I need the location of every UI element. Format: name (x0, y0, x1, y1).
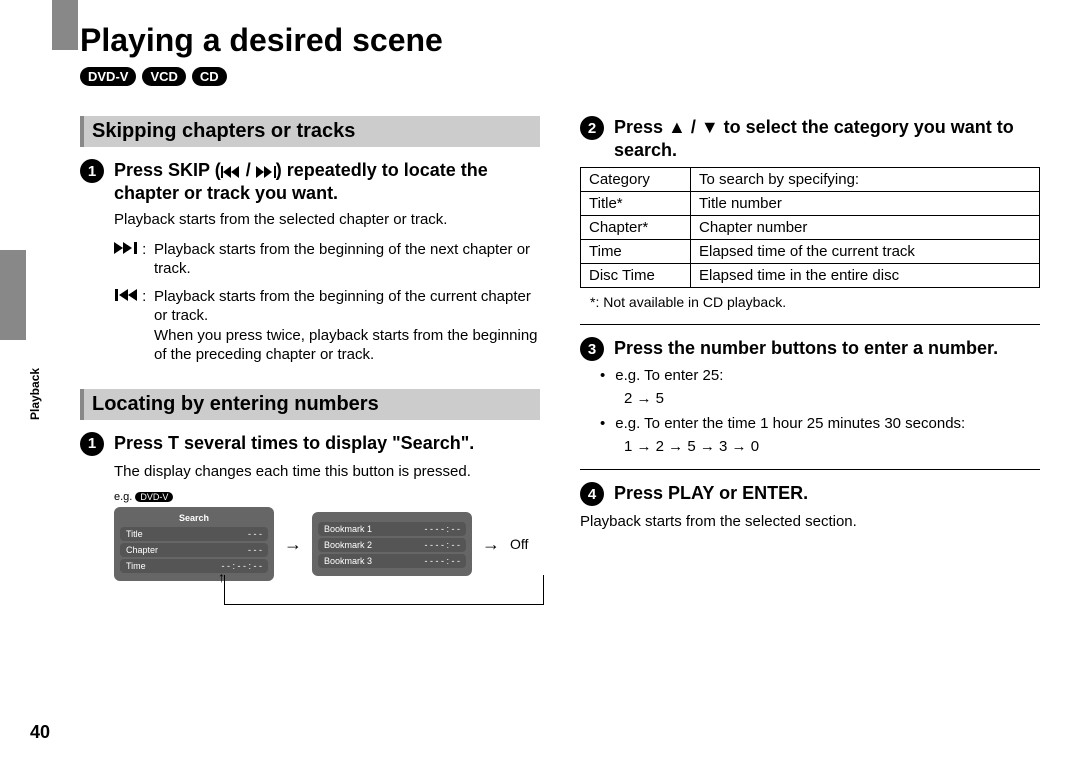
table-cell: Title* (581, 192, 691, 216)
step4-body: Playback starts from the selected sectio… (580, 512, 1040, 532)
skip-step-1: 1 Press SKIP ( / ) repeatedly to locate … (80, 159, 540, 365)
table-cell: Title number (691, 192, 1040, 216)
table-cell: Time (581, 240, 691, 264)
table-header-cell: Category (581, 168, 691, 192)
left-column: Skipping chapters or tracks 1 Press SKIP… (80, 116, 540, 595)
step3-title: Press the number buttons to enter a numb… (614, 337, 998, 360)
eg-label: e.g. (114, 491, 132, 503)
locate-step-2: 2 Press ▲ / ▼ to select the category you… (580, 116, 1040, 310)
step-number-icon: 4 (580, 482, 604, 506)
osd-row-val: - - - - : - - (425, 524, 461, 534)
arrow-right-icon: → (284, 534, 302, 555)
skip-step1-body: Playback starts from the selected chapte… (114, 210, 540, 230)
skip-back-icon: : (114, 287, 154, 365)
eg1-label: e.g. To enter 25: (615, 367, 723, 384)
badge-vcd: VCD (142, 67, 185, 86)
loop-arrow (224, 575, 544, 605)
osd-row-key: Time (126, 561, 146, 571)
osd-row-key: Bookmark 1 (324, 524, 372, 534)
skip-step1-title: Press SKIP ( / ) repeatedly to locate th… (114, 159, 540, 204)
badge-dvd-v: DVD-V (80, 67, 136, 86)
osd-title: Search (120, 513, 268, 523)
right-column: 2 Press ▲ / ▼ to select the category you… (580, 116, 1040, 595)
bullet-icon (600, 367, 609, 384)
up-arrow-icon: ↑ (218, 569, 225, 585)
table-cell: Elapsed time in the entire disc (691, 264, 1040, 288)
side-tab-decor (0, 250, 26, 340)
table-cell: Disc Time (581, 264, 691, 288)
table-cell: Chapter* (581, 216, 691, 240)
bullet-icon (600, 415, 609, 432)
osd-row-val: - - - (248, 545, 262, 555)
table-cell: Chapter number (691, 216, 1040, 240)
section-heading-skip: Skipping chapters or tracks (80, 116, 540, 147)
osd-row-key: Bookmark 3 (324, 556, 372, 566)
osd-row-val: - - - - : - - (425, 556, 461, 566)
arrow-right-icon: → (482, 534, 500, 555)
eg-badge: DVD-V (135, 492, 173, 502)
forward-desc: Playback starts from the beginning of th… (154, 240, 540, 279)
osd-row-key: Title (126, 529, 143, 539)
page-number: 40 (30, 722, 50, 743)
skip-forward-icon (256, 160, 276, 180)
table-footnote: *: Not available in CD playback. (590, 294, 1040, 310)
locate-step-1: 1 Press T several times to display "Sear… (80, 432, 540, 582)
skip-forward-icon: : (114, 240, 154, 279)
divider (580, 469, 1040, 470)
locate-step1-body: The display changes each time this butto… (114, 462, 540, 482)
osd-row-val: - - - (248, 529, 262, 539)
osd-bookmark-panel: Bookmark 1 - - - - : - - Bookmark 2 - - - … (312, 512, 472, 576)
title-prefix: Press SKIP ( (114, 160, 221, 180)
off-label: Off (510, 536, 528, 552)
side-section-label: Playback (28, 368, 42, 420)
step-number-icon: 1 (80, 432, 104, 456)
step2-title: Press ▲ / ▼ to select the category you w… (614, 116, 1040, 161)
osd-row-key: Chapter (126, 545, 158, 555)
osd-row-key: Bookmark 2 (324, 540, 372, 550)
step-number-icon: 3 (580, 337, 604, 361)
back-desc-2: When you press twice, playback starts fr… (154, 326, 540, 365)
step4-title: Press PLAY or ENTER. (614, 482, 808, 505)
skip-back-icon (221, 160, 241, 180)
top-tab-decor (52, 0, 78, 50)
step-number-icon: 2 (580, 116, 604, 140)
locate-step-4: 4 Press PLAY or ENTER. Playback starts f… (580, 482, 1040, 532)
osd-row-val: - - - - : - - (425, 540, 461, 550)
locate-step1-title: Press T several times to display "Search… (114, 432, 474, 455)
back-desc: Playback starts from the beginning of th… (154, 287, 540, 326)
format-badges: DVD-V VCD CD (80, 67, 1040, 86)
osd-search-panel: Search Title - - - Chapter - - - Time - - :… (114, 507, 274, 581)
osd-row-val: - - : - - : - - (222, 561, 263, 571)
search-diagram: Search Title - - - Chapter - - - Time - - :… (114, 507, 540, 581)
divider (580, 324, 1040, 325)
section-heading-locate: Locating by entering numbers (80, 389, 540, 420)
eg2-value: 1 → 2 → 5 → 3 → 0 (624, 438, 1040, 455)
eg1-value: 2 → 5 (624, 390, 1040, 407)
table-cell: Elapsed time of the current track (691, 240, 1040, 264)
page-title: Playing a desired scene (80, 22, 1040, 59)
table-header-cell: To search by specifying: (691, 168, 1040, 192)
category-table: CategoryTo search by specifying: Title*T… (580, 167, 1040, 288)
eg2-label: e.g. To enter the time 1 hour 25 minutes… (615, 415, 965, 432)
locate-step-3: 3 Press the number buttons to enter a nu… (580, 337, 1040, 455)
badge-cd: CD (192, 67, 227, 86)
step-number-icon: 1 (80, 159, 104, 183)
